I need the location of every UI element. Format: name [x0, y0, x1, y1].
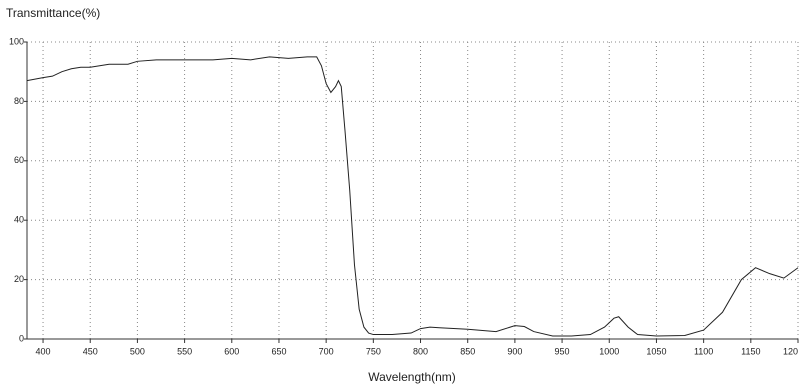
x-tick-label: 1150: [741, 346, 760, 356]
x-tick-label: 450: [83, 346, 98, 356]
x-tick-label: 950: [555, 346, 570, 356]
y-tick-label: 40: [14, 215, 24, 225]
x-tick-label: 550: [177, 346, 192, 356]
y-tick-label: 80: [14, 96, 24, 106]
x-tick-label: 1100: [694, 346, 713, 356]
x-tick-label: 120: [783, 346, 798, 356]
x-axis-title: Wavelength(nm): [368, 370, 456, 384]
y-tick-label: 100: [9, 36, 24, 46]
x-tick-label: 600: [224, 346, 239, 356]
x-tick-label: 700: [319, 346, 334, 356]
x-tick-label: 1000: [599, 346, 619, 356]
y-axis-title: Transmittance(%): [6, 6, 100, 20]
y-tick-label: 0: [19, 333, 24, 343]
x-tick-label: 750: [366, 346, 381, 356]
x-tick-label: 1050: [646, 346, 666, 356]
x-tick-label: 650: [271, 346, 286, 356]
x-tick-label: 900: [507, 346, 522, 356]
y-tick-label: 20: [14, 274, 24, 284]
x-tick-label: 800: [413, 346, 428, 356]
x-tick-label: 500: [130, 346, 145, 356]
y-tick-label: 60: [14, 155, 24, 165]
spectrum-line: [26, 56, 799, 337]
x-tick-label: 400: [36, 346, 51, 356]
x-tick-label: 850: [460, 346, 475, 356]
